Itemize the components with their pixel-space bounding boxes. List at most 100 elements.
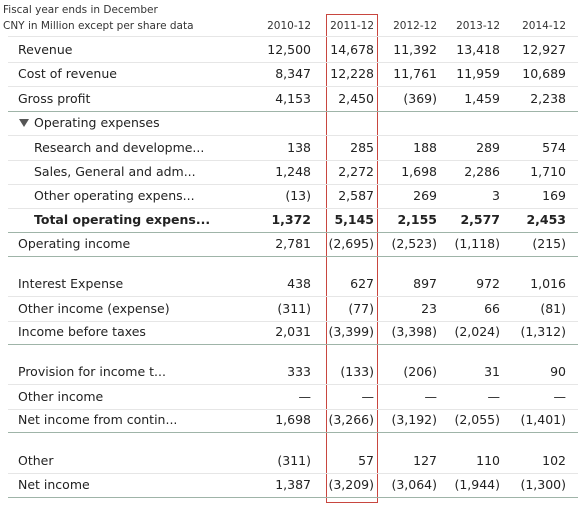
cell-value: 2,781 <box>275 236 311 251</box>
cell-value: 188 <box>413 140 437 155</box>
cell-value: (2,695) <box>328 236 374 251</box>
cell-value: (3,266) <box>328 412 374 427</box>
column-header: 2012-12 <box>393 20 437 32</box>
row-rule <box>8 497 578 498</box>
cell-value: 11,761 <box>393 66 437 81</box>
column-highlight <box>326 14 378 503</box>
cell-value: (3,209) <box>328 477 374 492</box>
cell-value: 12,500 <box>267 42 311 57</box>
row-label: Revenue <box>18 42 73 57</box>
cell-value: 10,689 <box>522 66 566 81</box>
cell-value: (311) <box>277 453 311 468</box>
cell-value: 138 <box>287 140 311 155</box>
row-rule <box>8 232 578 233</box>
cell-value: (2,055) <box>454 412 500 427</box>
cell-value: 12,228 <box>330 66 374 81</box>
cell-value: (1,312) <box>520 324 566 339</box>
cell-value: 1,387 <box>275 477 311 492</box>
cell-value: (3,064) <box>391 477 437 492</box>
header-rule <box>8 36 578 37</box>
cell-value: (133) <box>340 364 374 379</box>
fiscal-note: Fiscal year ends in December <box>3 4 158 16</box>
cell-value: (81) <box>540 301 566 316</box>
row-label: Cost of revenue <box>18 66 117 81</box>
row-label: Net income from contin... <box>18 412 178 427</box>
cell-value: 2,286 <box>464 164 500 179</box>
cell-value: 169 <box>542 188 566 203</box>
row-rule <box>8 473 578 474</box>
cell-value: 574 <box>542 140 566 155</box>
row-label: Operating expenses <box>34 115 160 130</box>
column-header: 2010-12 <box>267 20 311 32</box>
cell-value: (3,398) <box>391 324 437 339</box>
cell-value: 269 <box>413 188 437 203</box>
row-label: Gross profit <box>18 91 91 106</box>
cell-value: — <box>361 389 375 404</box>
column-header: 2014-12 <box>522 20 566 32</box>
cell-value: 5,145 <box>334 212 374 227</box>
cell-value: 1,698 <box>275 412 311 427</box>
cell-value: 1,372 <box>271 212 311 227</box>
cell-value: 2,238 <box>530 91 566 106</box>
cell-value: 438 <box>287 276 311 291</box>
cell-value: — <box>487 389 501 404</box>
row-label: Other income (expense) <box>18 301 170 316</box>
row-label: Operating income <box>18 236 131 251</box>
cell-value: (215) <box>532 236 566 251</box>
cell-value: 2,587 <box>338 188 374 203</box>
cell-value: 1,459 <box>464 91 500 106</box>
currency-note: CNY in Million except per share data <box>3 20 194 32</box>
cell-value: 11,392 <box>393 42 437 57</box>
row-label: Interest Expense <box>18 276 124 291</box>
row-rule <box>8 111 578 112</box>
column-header: 2011-12 <box>330 20 374 32</box>
cell-value: (77) <box>348 301 374 316</box>
cell-value: 4,153 <box>275 91 311 106</box>
cell-value: (1,118) <box>454 236 500 251</box>
cell-value: (1,300) <box>520 477 566 492</box>
cell-value: 8,347 <box>275 66 311 81</box>
row-rule <box>8 184 578 185</box>
row-rule <box>8 208 578 209</box>
cell-value: 31 <box>484 364 500 379</box>
row-rule <box>8 409 578 410</box>
cell-value: 627 <box>350 276 374 291</box>
cell-value: 14,678 <box>330 42 374 57</box>
cell-value: (3,399) <box>328 324 374 339</box>
cell-value: 1,016 <box>530 276 566 291</box>
cell-value: 2,453 <box>526 212 566 227</box>
cell-value: (1,944) <box>454 477 500 492</box>
cell-value: (369) <box>403 91 437 106</box>
row-rule <box>8 135 578 136</box>
collapse-icon[interactable] <box>19 118 29 128</box>
cell-value: 1,710 <box>530 164 566 179</box>
row-rule <box>8 344 578 345</box>
cell-value: 23 <box>421 301 437 316</box>
cell-value: 897 <box>413 276 437 291</box>
row-label: Total operating expens... <box>34 212 211 227</box>
cell-value: 2,577 <box>460 212 500 227</box>
row-label: Other <box>18 453 54 468</box>
row-label: Net income <box>18 477 90 492</box>
cell-value: (13) <box>285 188 311 203</box>
row-rule <box>8 321 578 322</box>
row-rule <box>8 432 578 433</box>
cell-value: 13,418 <box>456 42 500 57</box>
cell-value: — <box>553 389 567 404</box>
column-header: 2013-12 <box>456 20 500 32</box>
cell-value: — <box>298 389 312 404</box>
row-rule <box>8 160 578 161</box>
cell-value: 110 <box>476 453 500 468</box>
cell-value: 1,248 <box>275 164 311 179</box>
row-label: Sales, General and adm... <box>34 164 196 179</box>
cell-value: 57 <box>358 453 374 468</box>
cell-value: 972 <box>476 276 500 291</box>
cell-value: — <box>424 389 438 404</box>
row-label: Other income <box>18 389 104 404</box>
cell-value: 12,927 <box>522 42 566 57</box>
row-label: Research and developme... <box>34 140 205 155</box>
cell-value: 2,272 <box>338 164 374 179</box>
cell-value: 102 <box>542 453 566 468</box>
row-label: Income before taxes <box>18 324 146 339</box>
